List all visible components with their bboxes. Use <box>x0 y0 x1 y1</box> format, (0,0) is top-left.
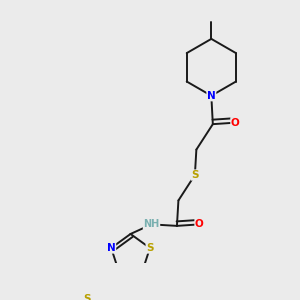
Text: S: S <box>191 170 199 180</box>
Text: S: S <box>146 243 154 253</box>
Text: NH: NH <box>143 219 160 230</box>
Text: O: O <box>195 219 204 230</box>
Text: O: O <box>231 118 240 128</box>
Text: S: S <box>84 294 91 300</box>
Text: N: N <box>107 243 116 253</box>
Text: N: N <box>207 91 216 101</box>
